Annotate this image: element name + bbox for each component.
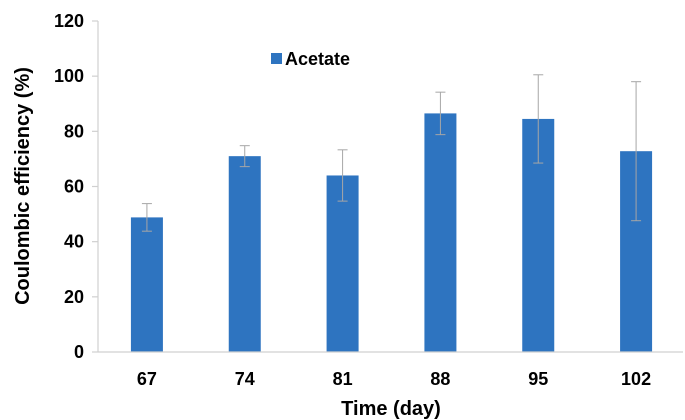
x-tick-label: 88 xyxy=(430,369,450,389)
bar-67 xyxy=(130,217,163,352)
error-bar-67 xyxy=(141,203,152,232)
x-tick-label: 74 xyxy=(235,369,255,389)
y-axis-ticks: 0 20 40 60 80 100 120 xyxy=(54,11,98,362)
y-tick-label: 40 xyxy=(64,232,84,252)
error-bar-88 xyxy=(435,91,446,136)
x-axis-ticks: 67 74 81 88 95 102 xyxy=(137,369,651,389)
x-tick-label: 95 xyxy=(528,369,548,389)
x-axis-title: Time (day) xyxy=(341,398,441,420)
y-tick-label: 60 xyxy=(64,177,84,197)
y-axis-title: Coulombic efficiency (%) xyxy=(12,67,34,305)
error-bars xyxy=(141,74,642,232)
x-tick-label: 67 xyxy=(137,369,157,389)
y-tick-label: 0 xyxy=(74,342,84,362)
x-tick-label: 102 xyxy=(621,369,651,389)
legend: Acetate xyxy=(271,49,350,69)
legend-label-acetate: Acetate xyxy=(285,49,350,69)
bar-74 xyxy=(228,156,261,352)
error-bar-95 xyxy=(533,74,544,164)
y-tick-label: 120 xyxy=(54,11,84,31)
y-tick-label: 80 xyxy=(64,121,84,141)
bar-81 xyxy=(326,175,359,352)
y-tick-label: 100 xyxy=(54,66,84,86)
legend-swatch xyxy=(271,53,282,64)
error-bar-74 xyxy=(239,145,250,168)
error-bar-102 xyxy=(631,81,642,222)
error-bar-81 xyxy=(337,149,348,202)
bar-88 xyxy=(424,113,457,352)
y-tick-label: 20 xyxy=(64,287,84,307)
bar-series xyxy=(130,113,653,352)
x-tick-label: 81 xyxy=(333,369,353,389)
